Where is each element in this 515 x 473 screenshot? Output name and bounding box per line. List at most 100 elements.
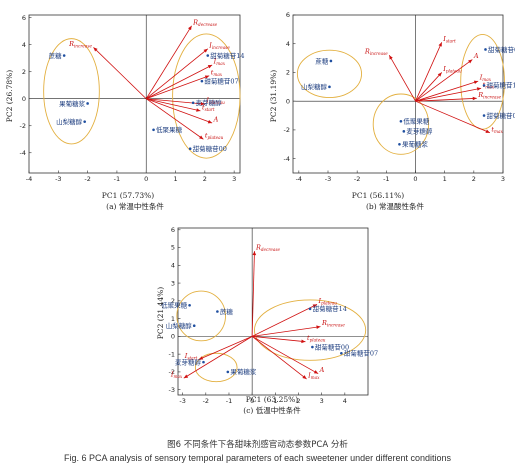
loading-vector (145, 48, 209, 100)
loading-vector (198, 336, 253, 360)
x-tick-label: 3 (501, 175, 505, 183)
score-point (86, 102, 89, 105)
x-tick-label: 0 (250, 397, 254, 405)
score-label: 麦芽糖醇 (406, 127, 433, 136)
loading-arrowhead (302, 375, 307, 380)
score-point (202, 360, 205, 364)
loading-arrowhead (468, 59, 473, 64)
group-ellipse (254, 299, 367, 361)
score-label: 麦芽糖醇 (175, 357, 202, 366)
y-axis-label: PC2 (31.19%) (269, 70, 278, 122)
loading-label: Rdecrease (192, 18, 218, 27)
loading-label: Rincrease (477, 91, 501, 100)
x-tick-label: 4 (343, 397, 347, 405)
y-tick-label: 2 (22, 68, 26, 76)
score-point (188, 303, 191, 307)
score-label: 甜菊糖苷00 (487, 111, 515, 120)
group-ellipse (460, 33, 505, 130)
loading-label: Iplateau (442, 65, 462, 74)
score-point (308, 307, 312, 311)
loading-vector (183, 336, 253, 379)
loading-arrowhead (389, 55, 393, 60)
loading-arrowhead (207, 64, 213, 69)
score-point (200, 79, 204, 83)
y-tick-label: 4 (286, 40, 290, 48)
score-point (216, 310, 219, 313)
y-tick-label: 1 (171, 315, 175, 323)
loading-vector (93, 47, 147, 100)
loading-arrowhead (199, 135, 204, 140)
loading-label: Rincrease (68, 40, 92, 49)
y-tick-label: -2 (20, 122, 26, 130)
x-axis-label: PC1 (63.25%) (246, 395, 298, 404)
loading-arrowhead (207, 119, 213, 124)
score-point (328, 85, 331, 89)
score-point (152, 128, 155, 132)
loading-label: tplateau (307, 334, 326, 343)
score-label: 蔗糖 (49, 51, 63, 60)
loading-label: A (473, 52, 479, 60)
score-point (399, 119, 403, 123)
loading-arrowhead (196, 108, 201, 112)
x-tick-label: -1 (114, 175, 120, 183)
loading-vector (146, 75, 210, 100)
loading-label: Imax (307, 372, 320, 381)
loading-arrowhead (200, 101, 205, 106)
x-axis-label: PC1 (56.11%) (352, 191, 404, 200)
loading-label: A (213, 116, 219, 124)
loading-vector (388, 55, 416, 102)
loading-arrowhead (183, 374, 189, 379)
loading-arrowhead (204, 75, 210, 79)
score-label: 山梨糖醇 (56, 117, 83, 126)
score-label: 甜菊糖苷14 (487, 81, 515, 90)
y-tick-label: -1 (169, 350, 175, 358)
loading-label: Rdecrease (255, 244, 281, 253)
loading-vector (415, 59, 473, 102)
loading-label: Imax (479, 74, 492, 83)
loading-arrowhead (252, 251, 257, 256)
loading-label: Iplateau (318, 297, 338, 306)
score-point (192, 324, 196, 328)
y-tick-label: -4 (20, 149, 26, 157)
x-tick-label: -2 (203, 397, 209, 405)
score-point (340, 351, 343, 355)
panel-subtitle: (c) 低温中性条件 (243, 405, 301, 415)
loading-label: Imax (213, 57, 226, 66)
x-tick-label: -1 (226, 397, 232, 405)
x-axis-label: PC1 (57.73%) (102, 191, 154, 200)
loading-label: Rincrease (321, 319, 345, 328)
y-tick-label: -4 (284, 155, 290, 163)
y-tick-label: 0 (286, 97, 290, 105)
loading-vector (415, 87, 482, 102)
loading-vector (415, 80, 479, 102)
loading-label: A (319, 366, 325, 374)
x-tick-label: 0 (413, 175, 417, 183)
loading-vector (145, 98, 204, 140)
score-label: 果葡糖浆 (402, 140, 429, 149)
score-point (398, 142, 401, 146)
x-tick-label: -4 (296, 175, 302, 183)
loading-vector (251, 304, 318, 337)
loading-arrowhead (313, 370, 319, 374)
y-tick-label: 0 (171, 333, 175, 341)
score-label: 甜菊糖苷07 (488, 45, 515, 54)
x-tick-label: -4 (26, 175, 32, 183)
loading-vector (252, 335, 306, 343)
loading-label: Rincrease (364, 48, 388, 57)
loading-label: tmax (483, 81, 495, 90)
loading-arrowhead (203, 48, 208, 53)
score-point (402, 130, 406, 133)
x-tick-label: 3 (232, 175, 236, 183)
panel-subtitle: (b) 常温酸性条件 (366, 201, 425, 211)
y-tick-label: 6 (22, 14, 26, 22)
score-point (311, 345, 314, 349)
x-tick-label: 3 (320, 397, 324, 405)
score-point (188, 147, 192, 150)
y-axis-label: PC2 (21.44%) (156, 287, 165, 339)
loading-arrowhead (188, 25, 192, 31)
x-tick-label: 0 (144, 175, 148, 183)
y-tick-label: -2 (169, 368, 175, 376)
y-tick-label: 2 (171, 297, 175, 305)
loading-vector (415, 97, 477, 102)
score-label: 低聚果糖 (156, 125, 183, 134)
